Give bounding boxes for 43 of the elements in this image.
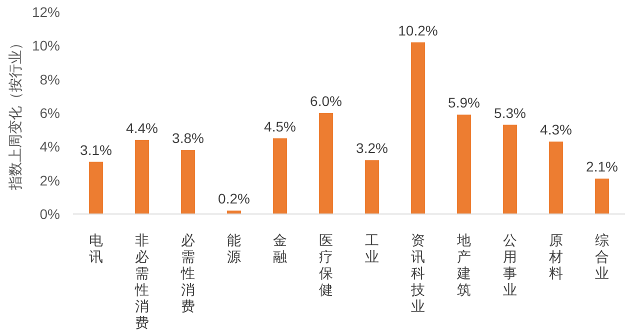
bar [181, 150, 195, 214]
x-tick-label: 能源 [227, 232, 241, 264]
bar [135, 140, 149, 214]
bar [503, 124, 517, 214]
y-axis-title: 指数上周变化（按行业） [7, 36, 23, 191]
data-label: 2.1% [586, 158, 618, 175]
data-label: 5.9% [448, 94, 480, 111]
bar [273, 138, 287, 214]
x-tick-label: 公用事业 [503, 232, 517, 298]
x-tick-label: 电讯 [89, 232, 103, 264]
bar [457, 114, 471, 214]
bar [549, 142, 563, 214]
x-tick-label: 医疗保健 [319, 232, 333, 298]
data-label: 3.1% [80, 142, 112, 158]
x-tick-label: 综合业 [595, 232, 609, 281]
x-tick-label: 地产建筑 [456, 232, 471, 298]
x-tick-label: 原材料 [548, 232, 563, 281]
x-tick-label: 资讯科技业 [410, 232, 425, 314]
bar [365, 160, 379, 214]
y-tick-label: 4% [40, 138, 60, 155]
data-label: 4.4% [126, 120, 158, 136]
x-tick-label: 必需性消费 [180, 232, 195, 314]
data-label: 4.3% [540, 122, 572, 138]
y-tick-label: 6% [40, 105, 60, 121]
data-label: 10.2% [398, 22, 438, 38]
y-tick-label: 10% [32, 38, 60, 54]
data-label: 6.0% [310, 93, 342, 109]
bar [89, 162, 103, 214]
x-tick-label: 非必需性消费 [134, 232, 149, 330]
x-tick-label: 金融 [273, 232, 287, 264]
y-tick-label: 2% [40, 172, 60, 188]
bar [319, 113, 333, 214]
data-label: 3.2% [356, 140, 388, 156]
data-label: 3.8% [172, 130, 204, 146]
y-tick-label: 8% [40, 71, 60, 88]
data-label: 4.5% [264, 118, 296, 134]
y-tick-label: 0% [40, 206, 60, 222]
bar [411, 42, 425, 214]
x-tick-label: 工业 [365, 232, 379, 264]
data-label: 5.3% [494, 104, 526, 121]
y-tick-label: 12% [32, 4, 60, 20]
data-label: 0.2% [218, 190, 250, 207]
bar [595, 178, 609, 214]
